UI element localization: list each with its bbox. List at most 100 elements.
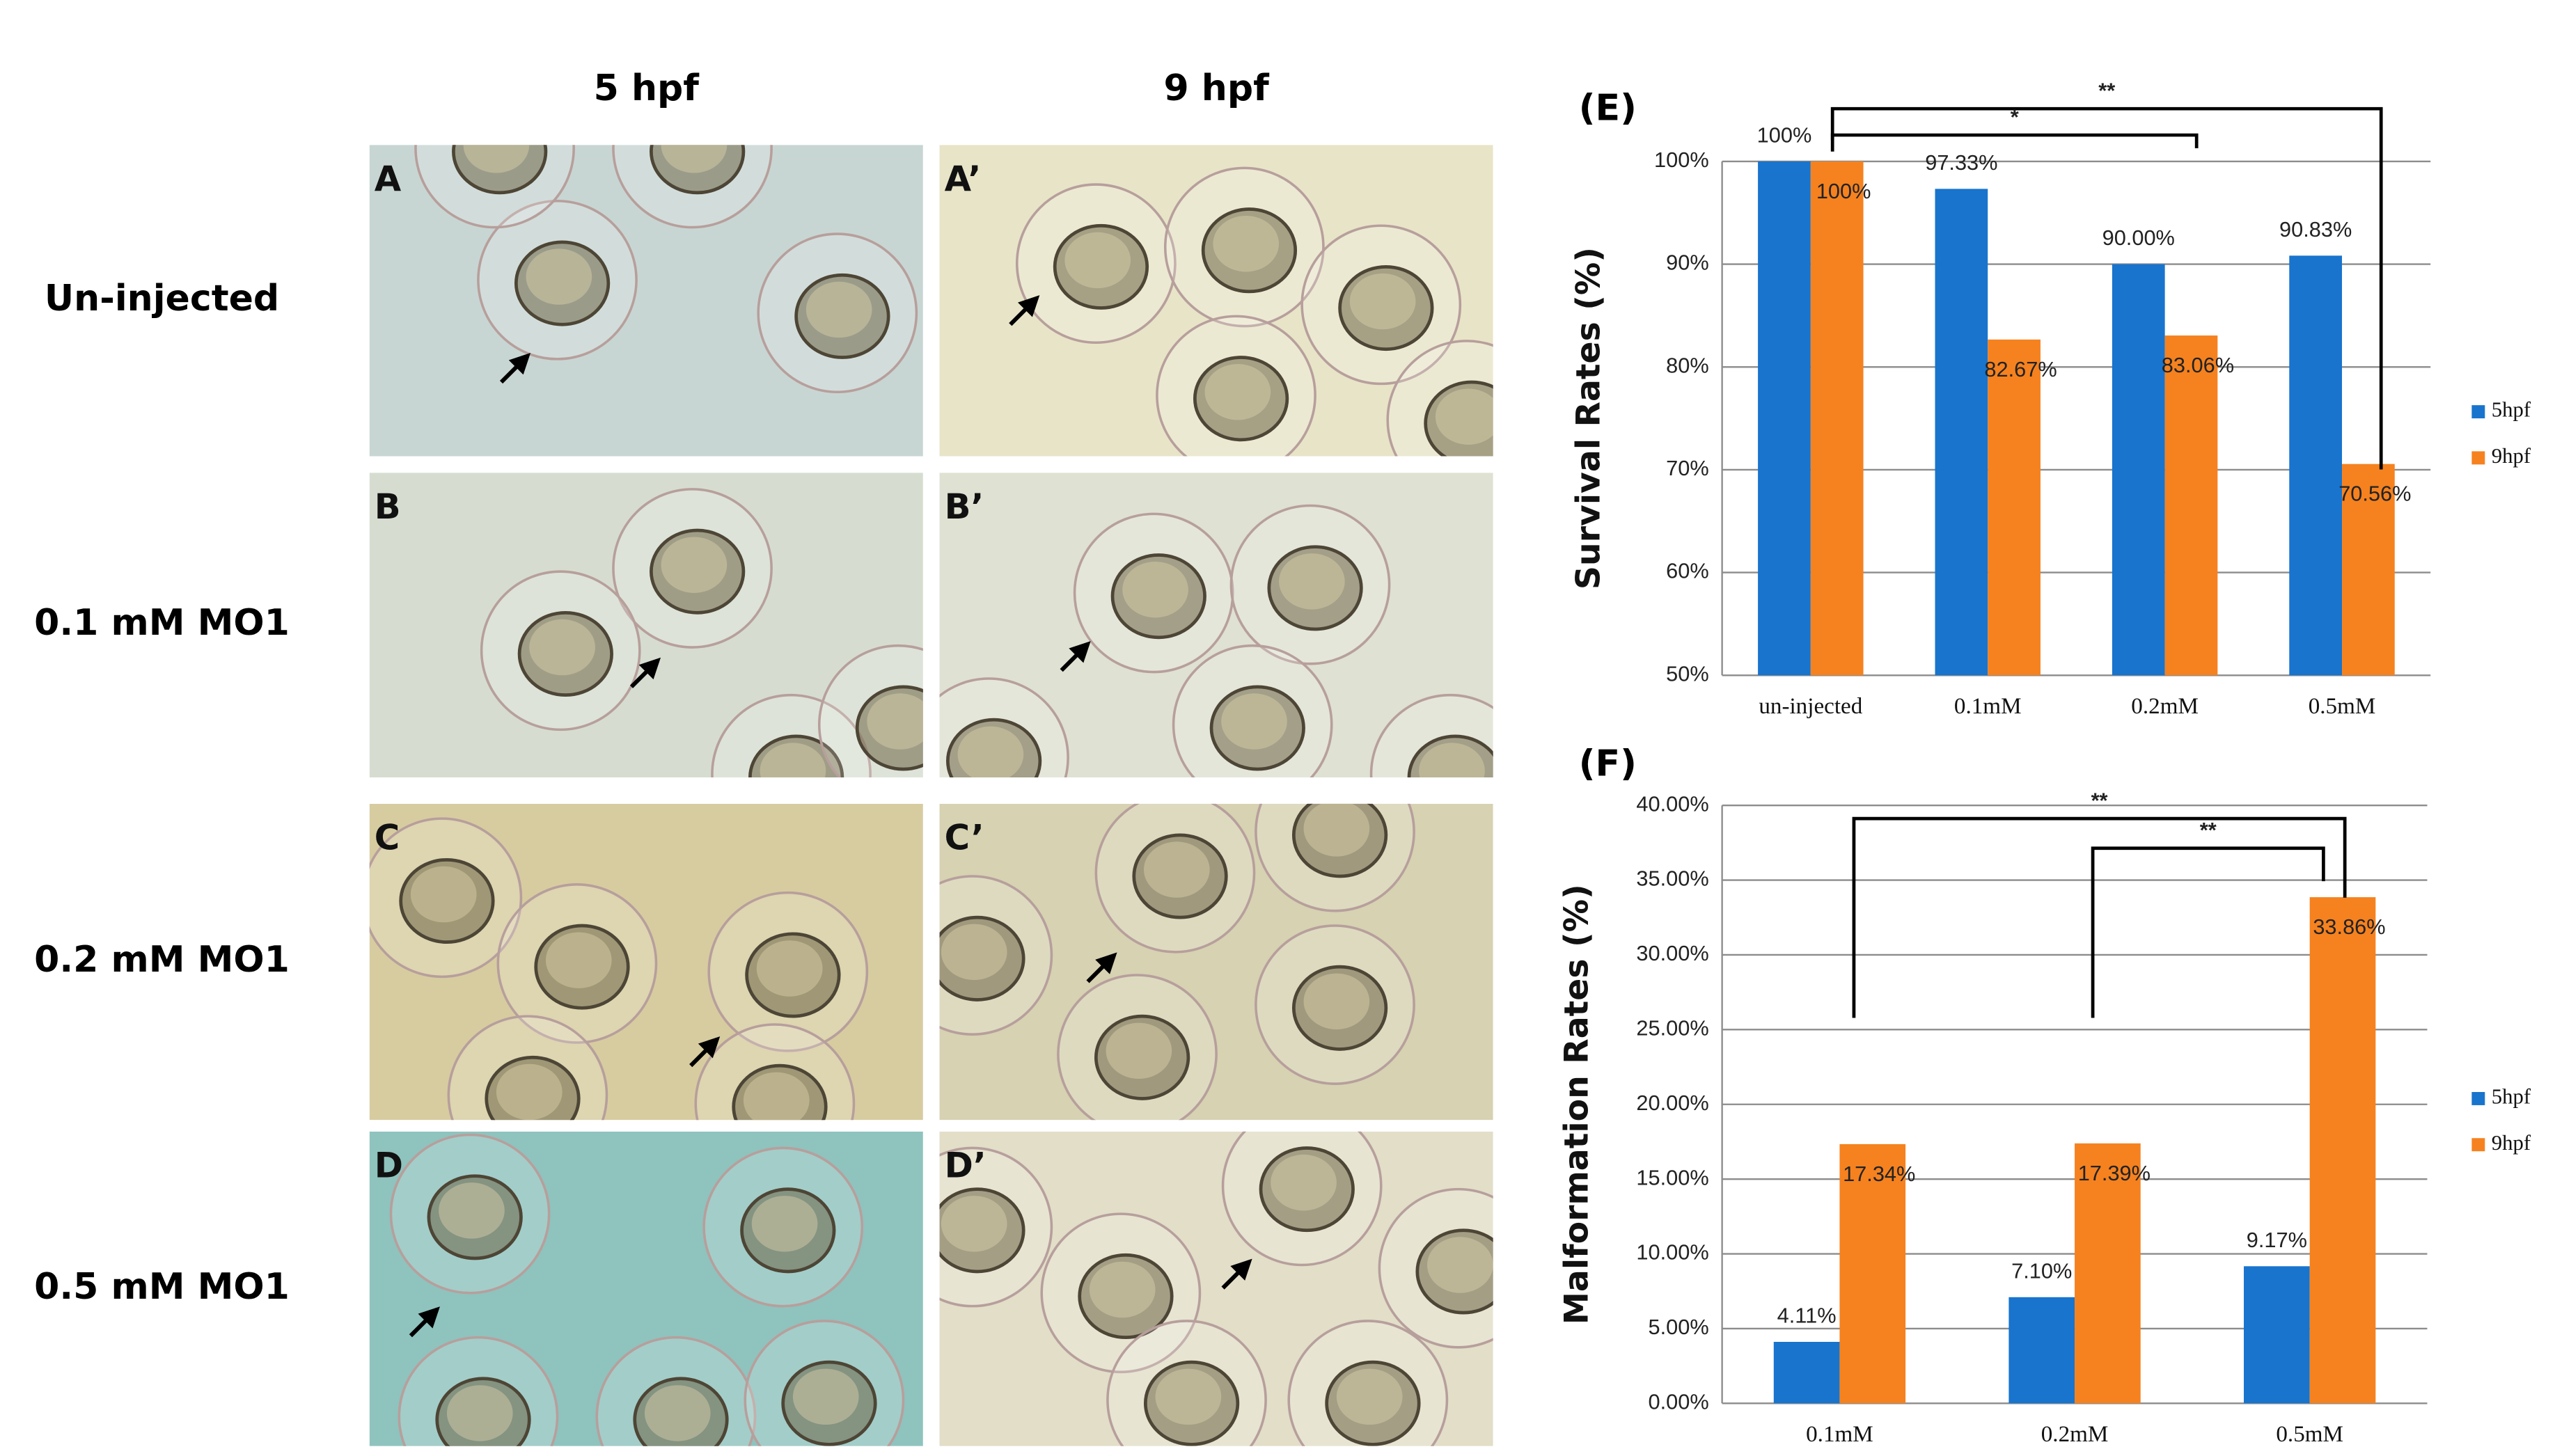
legend-swatch	[2471, 1092, 2485, 1105]
embryo	[1053, 223, 1149, 310]
photo	[939, 803, 1493, 1121]
embryo	[435, 1377, 531, 1446]
yolk	[463, 145, 530, 173]
panel-letter: B	[375, 486, 401, 527]
panel-letter: B’	[945, 486, 984, 527]
significance-bracket	[2091, 846, 2325, 1018]
row-label: 0.5 mM MO1	[34, 1266, 290, 1308]
embryo	[1078, 1253, 1174, 1339]
photo-grid: A A’ B B’ C C’ D D’	[369, 145, 1493, 1446]
photo	[939, 473, 1493, 777]
value-label: 97.33%	[1925, 150, 1997, 175]
embryo	[650, 145, 746, 195]
embryo	[732, 1063, 828, 1121]
arrow	[1221, 1258, 1252, 1290]
bar	[1988, 339, 2041, 676]
yolk	[529, 619, 595, 676]
photo	[939, 145, 1493, 457]
y-tick-label: 60%	[1666, 559, 1709, 583]
yolk	[545, 932, 612, 988]
embryo	[1143, 1360, 1240, 1446]
arrow	[1060, 641, 1091, 672]
embryo	[1407, 734, 1493, 777]
embryo	[514, 240, 611, 326]
yolk	[446, 1385, 513, 1441]
bar	[1773, 1342, 1840, 1404]
value-label: 70.56%	[2338, 482, 2411, 506]
y-tick-label: 100%	[1654, 148, 1709, 172]
embryo	[1338, 265, 1434, 351]
yolk	[1122, 561, 1188, 618]
arrow	[1009, 295, 1040, 326]
yolk	[1143, 841, 1210, 898]
yolk	[410, 866, 477, 923]
embryo	[1110, 553, 1206, 640]
embryo	[399, 857, 495, 944]
photo	[369, 803, 923, 1121]
yolk	[1155, 1368, 1222, 1425]
legend-swatch	[2471, 405, 2485, 419]
yolk	[1435, 388, 1493, 445]
value-label: 33.86%	[2313, 915, 2385, 939]
yolk	[1427, 1237, 1493, 1293]
row-label: Un-injected	[45, 278, 279, 319]
arrow	[499, 352, 531, 384]
yolk	[957, 726, 1024, 777]
embryo	[1209, 685, 1305, 771]
significance-label: *	[2011, 105, 2019, 129]
y-tick-label: 80%	[1666, 353, 1709, 377]
yolk	[496, 1063, 563, 1121]
embryo	[748, 734, 844, 777]
photo	[369, 1131, 923, 1446]
arrow	[689, 1036, 721, 1068]
yolk	[1213, 216, 1280, 272]
value-label: 100%	[1757, 123, 1812, 148]
x-tick-label: 0.1mM	[1806, 1421, 1873, 1447]
yolk	[1419, 743, 1485, 777]
y-tick-label: 90%	[1666, 251, 1709, 275]
yolk	[1064, 232, 1131, 289]
yolk	[743, 1072, 810, 1121]
y-tick-label: 30.00%	[1636, 941, 1708, 965]
yolk	[1303, 803, 1370, 857]
y-tick-label: 20.00%	[1636, 1091, 1708, 1115]
yolk	[661, 537, 728, 593]
embryo	[1267, 545, 1363, 631]
embryo	[1132, 833, 1228, 919]
bar	[1758, 161, 1811, 676]
embryo	[939, 1187, 1025, 1274]
photo	[939, 1131, 1493, 1446]
embryo	[517, 610, 613, 697]
legend-label: 5hpf	[2492, 1085, 2531, 1109]
bar	[2244, 1266, 2310, 1404]
embryo	[1291, 803, 1388, 878]
y-tick-label: 25.00%	[1636, 1015, 1708, 1040]
photo	[369, 473, 923, 777]
embryo	[794, 273, 890, 359]
bar	[2008, 1297, 2075, 1404]
panel-label: (F)	[1579, 743, 1637, 784]
y-axis-label: Malformation Rates (%)	[1558, 884, 1596, 1324]
value-label: 9.17%	[2247, 1228, 2307, 1252]
value-label: 4.11%	[1777, 1304, 1837, 1328]
value-label: 90.00%	[2102, 225, 2175, 250]
photo-bg	[369, 473, 923, 777]
yolk	[644, 1385, 711, 1441]
yolk	[1106, 1022, 1172, 1079]
yolk	[661, 145, 728, 173]
significance-bracket	[1830, 133, 2199, 152]
embryo	[534, 924, 630, 1010]
embryo	[781, 1360, 877, 1446]
y-tick-label: 35.00%	[1636, 867, 1708, 891]
y-tick-label: 0.00%	[1648, 1389, 1708, 1414]
y-tick-label: 70%	[1666, 456, 1709, 480]
significance-label: **	[2091, 789, 2108, 813]
x-tick-label: 0.5mM	[2309, 693, 2376, 719]
yolk	[751, 1196, 818, 1252]
embryo	[939, 915, 1025, 1002]
bar	[2164, 335, 2218, 676]
yolk	[941, 924, 1007, 981]
bar	[1839, 1144, 1906, 1404]
yolk	[805, 281, 872, 338]
